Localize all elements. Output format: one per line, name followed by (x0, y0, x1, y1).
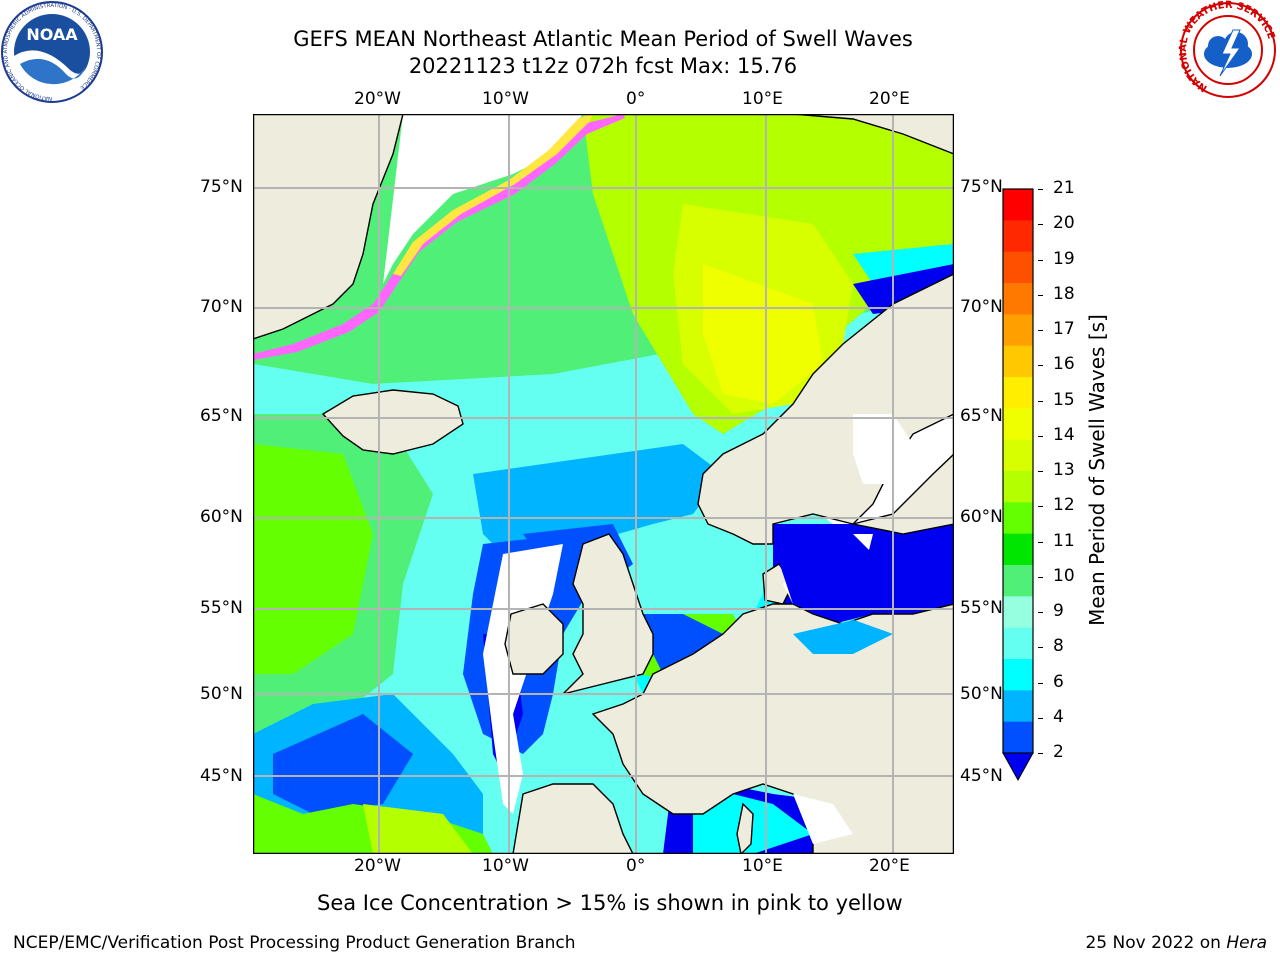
lon-label-top: 10°E (742, 89, 783, 109)
map-title: GEFS MEAN Northeast Atlantic Mean Period… (293, 27, 913, 51)
colorbar-tick-label: 4 (1053, 706, 1064, 727)
lat-label-left: 45°N (200, 766, 243, 786)
colorbar-segment (1003, 220, 1033, 253)
colorbar-tick-mark (1038, 647, 1043, 649)
lon-label-top: 20°W (354, 89, 401, 109)
colorbar-segment (1003, 314, 1033, 347)
colorbar-segment (1003, 690, 1033, 723)
lat-label-left: 70°N (200, 297, 243, 317)
lat-label-right: 55°N (960, 598, 1003, 618)
lat-label-right: 50°N (960, 684, 1003, 704)
footer-machine: Hera (1226, 933, 1267, 953)
colorbar-segment (1003, 377, 1033, 409)
lon-label-bottom: 10°W (482, 856, 529, 876)
colorbar-tick-label: 6 (1053, 671, 1064, 692)
graticule (253, 114, 954, 854)
lat-label-left: 55°N (200, 598, 243, 618)
colorbar-tick-label: 18 (1053, 283, 1075, 304)
colorbar-tick-label: 17 (1053, 319, 1075, 339)
nws-logo: NATIONAL WEATHER SERVICE (1178, 0, 1277, 98)
lon-label-top: 0° (626, 89, 646, 109)
lat-label-right: 45°N (960, 766, 1003, 786)
colorbar-segment (1003, 596, 1033, 629)
colorbar-tick-mark (1038, 576, 1043, 578)
colorbar-segment (1003, 533, 1033, 566)
lon-label-bottom: 10°E (742, 856, 783, 876)
colorbar-segment (1003, 471, 1033, 503)
colorbar-segment (1003, 659, 1033, 691)
colorbar-tick-label: 16 (1053, 354, 1075, 375)
colorbar-tick-label: 2 (1053, 742, 1064, 762)
lon-label-top: 10°W (482, 89, 529, 109)
colorbar-segment (1003, 627, 1033, 660)
colorbar-segment (1003, 283, 1033, 315)
colorbar-segment (1003, 408, 1033, 441)
colorbar-tick-mark (1038, 541, 1043, 543)
colorbar-tick-mark (1038, 189, 1043, 190)
lon-label-top: 20°E (869, 89, 910, 109)
colorbar-tick-mark (1038, 753, 1043, 754)
colorbar-tick-mark (1038, 471, 1043, 472)
lon-label-bottom: 0° (626, 856, 646, 876)
sea-ice-edge (253, 114, 625, 360)
lat-label-right: 75°N (960, 177, 1003, 197)
land-masses (253, 114, 954, 854)
colorbar-tick-mark (1038, 400, 1043, 402)
lat-label-left: 60°N (200, 507, 243, 527)
colorbar-label: Mean Period of Swell Waves [s] (1085, 314, 1109, 626)
colorbar-tick-label: 12 (1053, 495, 1075, 516)
colorbar-segment (1003, 502, 1033, 535)
colorbar-tick-label: 9 (1053, 601, 1064, 621)
colorbar-tick-label: 21 (1053, 178, 1075, 198)
map-subtitle: 20221123 t12z 072h fcst Max: 15.76 (408, 54, 798, 78)
colorbar-tick-label: 13 (1053, 460, 1075, 480)
colorbar-segment (1003, 721, 1033, 754)
map-frame (253, 114, 954, 854)
colorbar-frame (1002, 188, 1034, 754)
noaa-logo: NOAA NATIONAL OCEANIC AND ATMOSPHERIC AD… (1, 1, 103, 103)
colorbar-tick-mark (1038, 259, 1043, 261)
noaa-logo-text: NOAA (26, 25, 78, 44)
colorbar-tick-mark (1038, 682, 1043, 684)
colorbar-tick-label: 20 (1053, 213, 1075, 234)
lat-label-left: 65°N (200, 406, 243, 426)
colorbar-segment (1003, 439, 1033, 472)
lon-label-bottom: 20°W (354, 856, 401, 876)
colorbar-segment (1003, 251, 1033, 284)
colorbar-tick-mark (1038, 612, 1043, 613)
colorbar-tick-label: 14 (1053, 424, 1075, 445)
colorbar-tick-mark (1038, 717, 1043, 719)
colorbar-tick-mark (1038, 365, 1043, 367)
colorbar (1002, 188, 1034, 782)
colorbar-tick-label: 11 (1053, 530, 1075, 551)
colorbar-tick-mark (1038, 294, 1043, 296)
footer-credit: NCEP/EMC/Verification Post Processing Pr… (13, 933, 576, 953)
lat-label-left: 50°N (200, 684, 243, 704)
colorbar-tick-label: 10 (1053, 565, 1075, 586)
swell-period-map (253, 114, 954, 854)
colorbar-tick-label: 19 (1053, 248, 1075, 269)
footer-date: 25 Nov 2022 on Hera (1085, 933, 1267, 953)
lon-label-bottom: 20°E (869, 856, 910, 876)
lat-label-right: 60°N (960, 507, 1003, 527)
colorbar-segment (1003, 565, 1033, 597)
sea-ice-note: Sea Ice Concentration > 15% is shown in … (317, 891, 903, 915)
colorbar-segments (1003, 189, 1033, 754)
lat-label-right: 65°N (960, 406, 1003, 426)
lat-label-left: 75°N (200, 177, 243, 197)
colorbar-tick-mark (1038, 506, 1043, 508)
colorbar-segment (1003, 189, 1033, 221)
colorbar-extend-arrow (1002, 752, 1034, 782)
colorbar-segment (1003, 345, 1033, 378)
colorbar-tick-mark (1038, 435, 1043, 437)
colorbar-tick-mark (1038, 330, 1043, 331)
colorbar-tick-mark (1038, 224, 1043, 226)
lat-label-right: 70°N (960, 297, 1003, 317)
colorbar-tick-label: 15 (1053, 389, 1075, 410)
colorbar-tick-label: 8 (1053, 636, 1064, 657)
